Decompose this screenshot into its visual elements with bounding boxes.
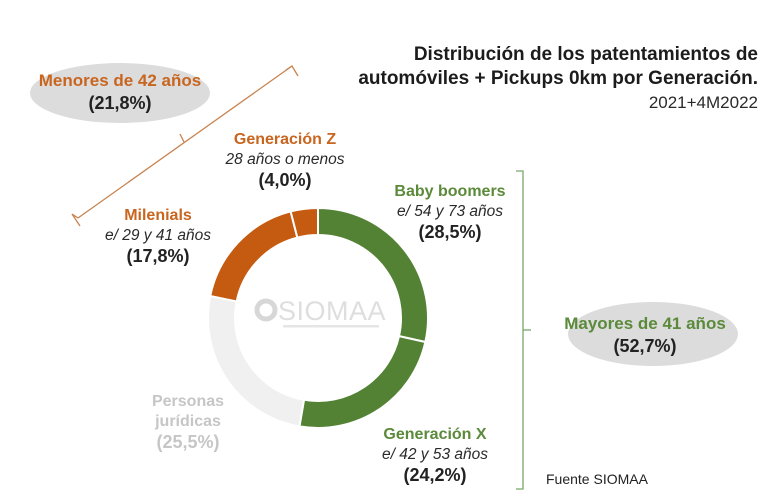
group-label-menores: Menores de 42 años (21,8%)	[20, 70, 220, 114]
group-ellipse-menores	[30, 63, 210, 123]
source-note: Fuente SIOMAA	[546, 471, 648, 487]
chart-title-line-1: Distribución de los patentamientos de	[413, 44, 758, 65]
chart-title-line-2: automóviles + Pickups 0km por Generación…	[358, 68, 758, 89]
segment-pct: (17,8%)	[126, 246, 190, 266]
segment-label-gen-z: Generación Z 28 años o menos (4,0%)	[205, 130, 365, 190]
segment-pct: (24,2%)	[403, 465, 467, 485]
group-ellipse-mayores	[568, 302, 738, 366]
donut-segments	[207, 206, 429, 429]
segment-pct: (25,5%)	[156, 432, 220, 452]
segment-name: Baby boomers	[394, 183, 506, 200]
bracket-mayores	[516, 170, 531, 490]
segment-label-personas-juridicas: Personas jurídicas (25,5%)	[128, 392, 248, 452]
bracket-menores-end	[71, 213, 81, 227]
bracket-menores	[71, 65, 299, 227]
group-label-mayores: Mayores de 41 años (52,7%)	[545, 313, 745, 357]
chart-title: Distribución de los patentamientos de au…	[358, 43, 758, 91]
donut-segment-generacion-z	[289, 206, 319, 239]
group-name: Menores de 42 años	[38, 71, 202, 90]
segment-pct: (28,5%)	[418, 222, 482, 242]
logo-text: SIOMAA	[278, 296, 386, 326]
segment-name-line-2: jurídicas	[155, 413, 221, 430]
segment-label-baby-boomers: Baby boomers e/ 54 y 73 años (28,5%)	[370, 182, 530, 242]
logo-gear-icon	[254, 298, 278, 322]
bracket-menores-main	[77, 65, 293, 219]
segment-range: e/ 42 y 53 años	[382, 446, 488, 463]
donut-segment-generacion-x	[298, 334, 427, 429]
segment-name: Generación X	[383, 426, 487, 443]
bracket-menores-line	[285, 65, 299, 77]
segment-label-gen-x: Generación X e/ 42 y 53 años (24,2%)	[355, 425, 515, 485]
segment-range: e/ 54 y 73 años	[397, 203, 503, 220]
segment-name-line-1: Personas	[151, 393, 225, 410]
segment-range: 28 años o menos	[225, 151, 345, 168]
segment-name: Milenials	[124, 207, 192, 224]
segment-pct: (4,0%)	[258, 170, 312, 190]
group-name: Mayores de 41 años	[564, 314, 726, 333]
group-pct: (52,7%)	[613, 336, 677, 356]
bracket-menores-tick	[179, 133, 185, 143]
logo-tagline	[283, 325, 379, 328]
siomaa-logo: SIOMAA	[254, 296, 386, 328]
segment-name: Generación Z	[233, 131, 337, 148]
chart-subtitle: 2021+4M2022	[648, 93, 758, 112]
segment-label-milenials: Milenials e/ 29 y 41 años (17,8%)	[78, 206, 238, 266]
segment-range: e/ 29 y 41 años	[105, 227, 211, 244]
group-pct: (21,8%)	[88, 93, 152, 113]
